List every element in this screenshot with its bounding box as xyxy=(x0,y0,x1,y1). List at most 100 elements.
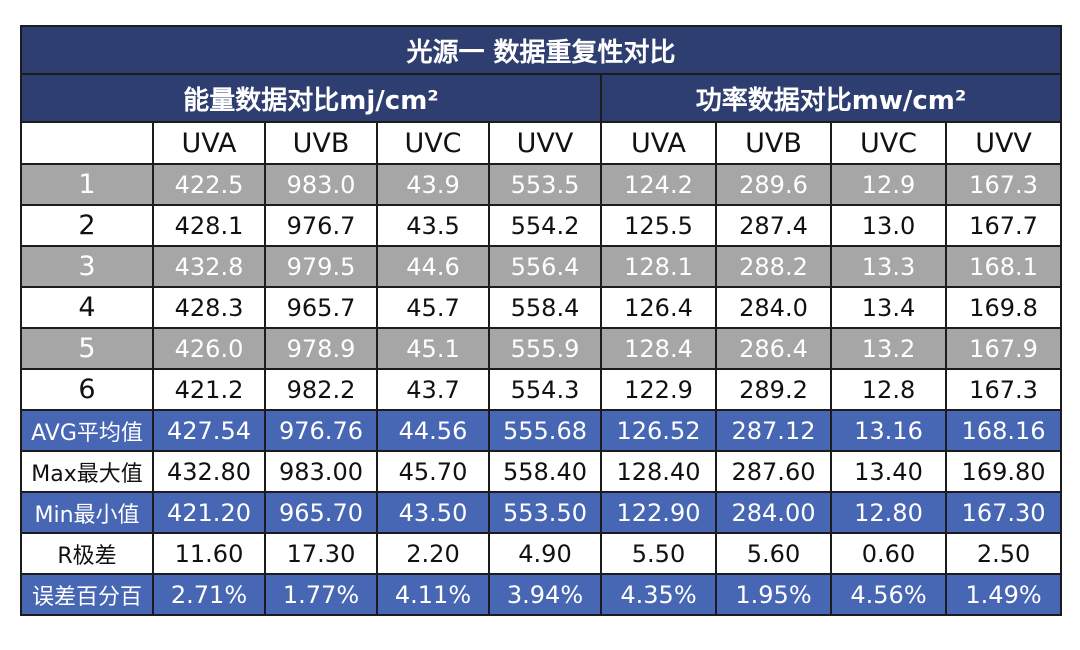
stat-cell: 44.56 xyxy=(376,409,490,452)
table-cell: 421.2 xyxy=(152,368,266,411)
stat-cell: 558.40 xyxy=(488,450,602,493)
stat-cell: 4.35% xyxy=(600,573,717,616)
table-cell: 128.4 xyxy=(600,327,717,370)
table-row: 4 428.3 965.7 45.7 558.4 126.4 284.0 13.4 169.8 xyxy=(20,286,1063,329)
table-cell: 426.0 xyxy=(152,327,266,370)
table-cell: 558.4 xyxy=(488,286,602,329)
column-header: UVV xyxy=(488,121,602,165)
stat-cell: 976.76 xyxy=(264,409,378,452)
table-cell: 978.9 xyxy=(264,327,378,370)
table-cell: 167.3 xyxy=(944,368,1063,411)
stat-label: AVG平均值 xyxy=(20,409,154,452)
row-label: 2 xyxy=(20,204,154,247)
table-cell: 554.3 xyxy=(488,368,602,411)
table-cell: 167.7 xyxy=(944,204,1063,247)
table-cell: 288.2 xyxy=(715,245,832,288)
column-header: UVC xyxy=(830,121,947,165)
column-header-row: UVA UVB UVC UVV UVA UVB UVC UVV xyxy=(20,121,1063,165)
table-cell: 982.2 xyxy=(264,368,378,411)
stat-cell: 555.68 xyxy=(488,409,602,452)
table-title: 光源一 数据重复性对比 xyxy=(19,25,1063,75)
group-header-row: 能量数据对比mj/cm² 功率数据对比mw/cm² xyxy=(20,73,1063,123)
energy-group-header: 能量数据对比mj/cm² xyxy=(20,73,602,123)
table-cell: 126.4 xyxy=(600,286,717,329)
stat-cell: 1.77% xyxy=(264,573,378,616)
stat-label: Min最小值 xyxy=(20,491,154,534)
table-cell: 125.5 xyxy=(600,204,717,247)
table-cell: 289.6 xyxy=(715,163,832,206)
stat-row: AVG平均值 427.54 976.76 44.56 555.68 126.52 287.1… xyxy=(20,409,1063,452)
stat-row: Max最大值 432.80 983.00 45.70 558.40 128.40 287.6… xyxy=(20,450,1063,493)
stat-cell: 126.52 xyxy=(600,409,717,452)
table-cell: 428.1 xyxy=(152,204,266,247)
repeatability-table: 光源一 数据重复性对比 能量数据对比mj/cm² 功率数据对比mw/cm² UV… xyxy=(19,25,1063,616)
power-group-header: 功率数据对比mw/cm² xyxy=(599,73,1063,123)
stat-cell: 287.12 xyxy=(715,409,832,452)
table-cell: 432.8 xyxy=(152,245,266,288)
stat-cell: 5.60 xyxy=(715,532,832,575)
stat-cell: 168.16 xyxy=(944,409,1063,452)
stat-cell: 169.80 xyxy=(944,450,1063,493)
table-cell: 45.1 xyxy=(376,327,490,370)
stat-cell: 11.60 xyxy=(152,532,266,575)
column-header: UVB xyxy=(715,121,832,165)
stat-cell: 553.50 xyxy=(488,491,602,534)
table-cell: 167.3 xyxy=(944,163,1063,206)
table-cell: 124.2 xyxy=(600,163,717,206)
stat-cell: 4.11% xyxy=(376,573,490,616)
stat-cell: 13.16 xyxy=(830,409,947,452)
title-row: 光源一 数据重复性对比 xyxy=(19,25,1063,75)
column-header: UVC xyxy=(376,121,490,165)
stat-cell: 5.50 xyxy=(600,532,717,575)
stat-cell: 122.90 xyxy=(600,491,717,534)
stat-cell: 965.70 xyxy=(264,491,378,534)
table-cell: 965.7 xyxy=(264,286,378,329)
table-cell: 43.9 xyxy=(376,163,490,206)
column-header: UVV xyxy=(944,121,1063,165)
table-row: 6 421.2 982.2 43.7 554.3 122.9 289.2 12.8 167.3 xyxy=(20,368,1063,411)
stat-label: Max最大值 xyxy=(20,450,154,493)
stat-label: 误差百分百 xyxy=(20,573,154,616)
row-label: 5 xyxy=(20,327,154,370)
row-label: 1 xyxy=(20,163,154,206)
stat-cell: 427.54 xyxy=(152,409,266,452)
comparison-table-frame: 光源一 数据重复性对比 能量数据对比mj/cm² 功率数据对比mw/cm² UV… xyxy=(19,25,1063,625)
stat-cell: 12.80 xyxy=(830,491,947,534)
row-label: 6 xyxy=(20,368,154,411)
table-cell: 13.2 xyxy=(830,327,947,370)
table-cell: 169.8 xyxy=(944,286,1063,329)
table-cell: 168.1 xyxy=(944,245,1063,288)
table-cell: 556.4 xyxy=(488,245,602,288)
table-cell: 553.5 xyxy=(488,163,602,206)
table-cell: 167.9 xyxy=(944,327,1063,370)
row-label: 4 xyxy=(20,286,154,329)
stat-label: R极差 xyxy=(20,532,154,575)
stat-cell: 2.20 xyxy=(376,532,490,575)
stat-cell: 4.56% xyxy=(830,573,947,616)
stat-row: R极差 11.60 17.30 2.20 4.90 5.50 5.60 0.60 2.50 xyxy=(20,532,1063,575)
table-cell: 128.1 xyxy=(600,245,717,288)
stat-cell: 128.40 xyxy=(600,450,717,493)
column-header: UVA xyxy=(152,121,266,165)
stat-cell: 0.60 xyxy=(830,532,947,575)
stat-cell: 167.30 xyxy=(944,491,1063,534)
column-header: UVB xyxy=(264,121,378,165)
table-cell: 554.2 xyxy=(488,204,602,247)
table-cell: 13.4 xyxy=(830,286,947,329)
table-cell: 983.0 xyxy=(264,163,378,206)
table-cell: 284.0 xyxy=(715,286,832,329)
stat-cell: 983.00 xyxy=(264,450,378,493)
table-cell: 976.7 xyxy=(264,204,378,247)
table-row: 3 432.8 979.5 44.6 556.4 128.1 288.2 13.3 168.1 xyxy=(20,245,1063,288)
stat-cell: 4.90 xyxy=(488,532,602,575)
table-cell: 43.7 xyxy=(376,368,490,411)
stat-cell: 432.80 xyxy=(152,450,266,493)
table-cell: 13.0 xyxy=(830,204,947,247)
table-cell: 122.9 xyxy=(600,368,717,411)
stat-cell: 1.95% xyxy=(715,573,832,616)
stat-cell: 2.50 xyxy=(944,532,1063,575)
table-cell: 287.4 xyxy=(715,204,832,247)
stat-cell: 1.49% xyxy=(944,573,1063,616)
table-row: 1 422.5 983.0 43.9 553.5 124.2 289.6 12.9 167.3 xyxy=(20,163,1063,206)
stat-row: 误差百分百 2.71% 1.77% 4.11% 3.94% 4.35% 1.95% 4.56%… xyxy=(20,573,1063,616)
